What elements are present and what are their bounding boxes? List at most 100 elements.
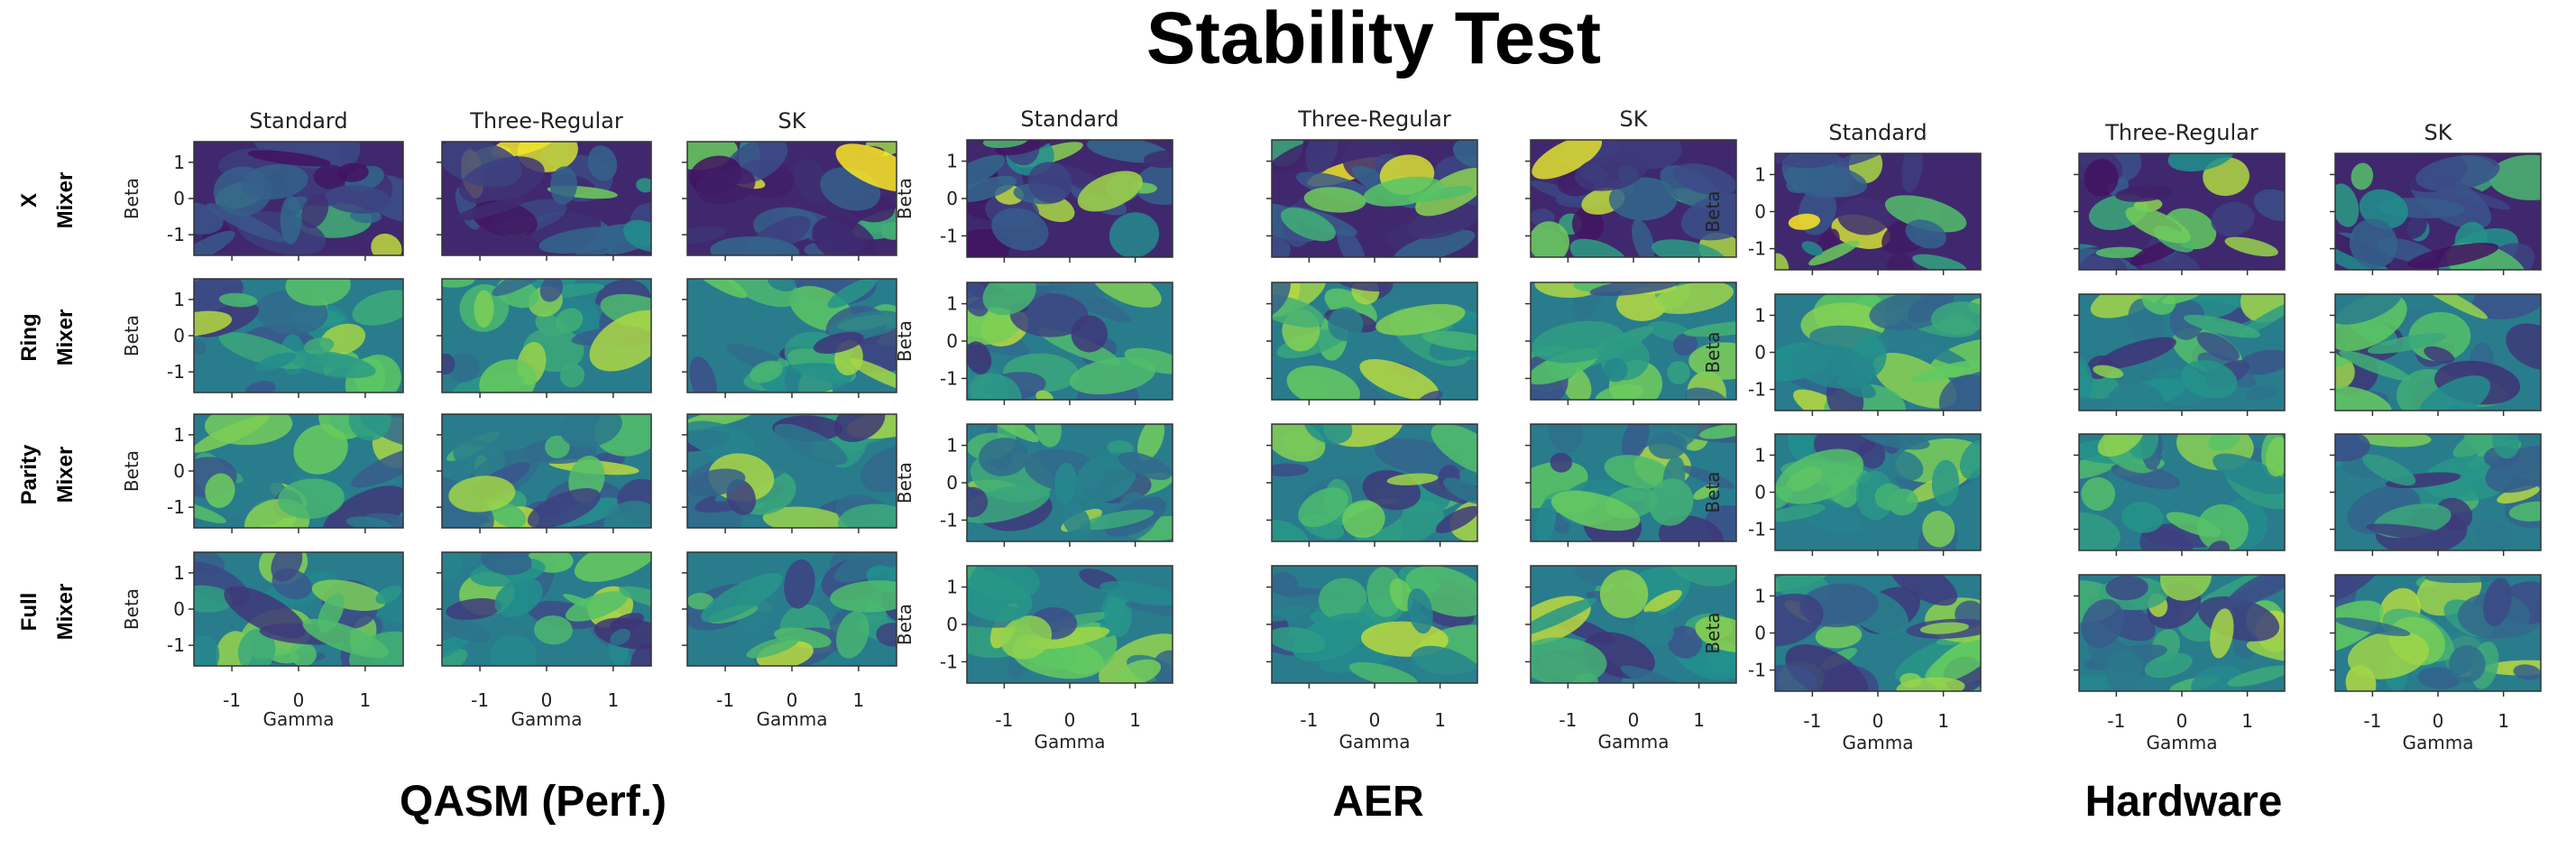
contour-blob [848, 357, 897, 393]
contour-blob [1775, 593, 1824, 647]
contour-blob [1452, 140, 1477, 169]
contour-blob [1648, 478, 1694, 526]
x-tick-label: 1 [1693, 709, 1705, 731]
y-tick-label: 0 [1754, 623, 1766, 644]
contour-blob [991, 208, 1049, 251]
contour-blob [1608, 177, 1678, 221]
contour-blob [1667, 625, 1703, 659]
y-tick-label: 0 [1754, 482, 1766, 504]
contour-blob [2424, 575, 2514, 584]
contour-blob [1622, 424, 1650, 461]
contour-blob [2097, 434, 2144, 457]
contour-blob [1535, 498, 1557, 541]
column-header: Three-Regular [2104, 120, 2259, 145]
y-tick-label: 0 [1754, 342, 1766, 364]
contour-blob [490, 502, 527, 528]
contour-blob [1698, 232, 1736, 257]
y-tick-label: 0 [173, 460, 185, 482]
contour-blob [1035, 390, 1053, 400]
contour-blob [710, 236, 800, 255]
y-axis-label: Beta [1702, 612, 1724, 653]
contour-blob [1681, 466, 1735, 489]
contour-blob [2452, 434, 2521, 458]
contour-blob [1930, 301, 1981, 335]
contour-blob [277, 478, 345, 519]
contour-blob [1791, 344, 1876, 389]
contour-blob [687, 420, 756, 457]
contour-blob [1589, 282, 1682, 297]
contour-blob [194, 202, 224, 235]
contour-blob [967, 175, 1017, 203]
column-header: Standard [1020, 106, 1118, 132]
contour-blob [2191, 665, 2245, 691]
contour-blob [967, 486, 989, 518]
contour-blob [2211, 201, 2255, 237]
contour-blob [1091, 282, 1162, 308]
heatmap-panel [2330, 152, 2542, 275]
x-axis-label: Gamma [2403, 732, 2474, 753]
contour-blob [1035, 424, 1062, 448]
column-header: Standard [249, 108, 347, 134]
contour-blob [2227, 575, 2285, 606]
contour-blob [687, 593, 714, 610]
contour-blob [539, 279, 564, 302]
contour-blob [1107, 440, 1134, 457]
contour-blob [2125, 206, 2191, 244]
contour-blob [2416, 294, 2489, 319]
contour-blob [1889, 450, 1924, 481]
contour-blob [860, 445, 897, 493]
x-tick-label: -1 [2363, 710, 2381, 732]
column-header: Three-Regular [469, 108, 623, 134]
y-tick-label: -1 [1748, 519, 1766, 540]
contour-blob [2335, 183, 2360, 227]
contour-blob [2093, 365, 2124, 379]
contour-blob [1417, 391, 1443, 400]
contour-blob [2513, 664, 2541, 680]
contour-blob [2207, 540, 2230, 550]
contour-blob [1888, 575, 1958, 606]
contour-blob [194, 635, 220, 666]
contour-blob [2483, 577, 2512, 627]
contour-blob [2417, 375, 2491, 411]
contour-blob [1081, 509, 1155, 531]
contour-blob [1925, 639, 1981, 685]
contour-blob [1550, 490, 1641, 531]
contour-blob [1335, 282, 1391, 292]
contour-blob [838, 504, 897, 528]
contour-blob [1931, 459, 1960, 507]
contour-blob [1272, 520, 1310, 541]
contour-blob [813, 331, 864, 355]
heatmap-panel: -1 0 1 Gamma [1266, 565, 1478, 753]
contour-blob [194, 585, 234, 613]
contour-blob [1896, 677, 1965, 691]
heatmap-panel [1525, 282, 1737, 405]
contour-blob [371, 233, 402, 255]
contour-blob [1075, 452, 1136, 504]
row-label: Ring Mixer [17, 310, 78, 366]
heatmap-panel: 1 0 -1 Beta -1 0 1 Gamma [121, 551, 404, 730]
contour-blob [2407, 243, 2499, 269]
contour-blob [827, 279, 878, 309]
row-label-line2: Mixer [53, 310, 78, 366]
heatmap-panel: 1 0 -1 Beta [1702, 152, 1982, 275]
contour-blob [1099, 580, 1173, 606]
contour-blob [446, 597, 502, 621]
y-axis-label: Beta [1702, 471, 1724, 513]
contour-blob [812, 217, 877, 255]
y-tick-label: 0 [173, 598, 185, 620]
contour-blob [555, 308, 584, 333]
heatmap-panel [437, 278, 652, 398]
contour-blob [491, 634, 538, 666]
column-header: Three-Regular [1297, 106, 1451, 132]
contour-blob [1688, 342, 1736, 380]
contour-blob [2167, 153, 2235, 172]
contour-blob [1407, 199, 1477, 239]
contour-blob [2449, 645, 2486, 683]
contour-blob [376, 598, 403, 623]
contour-blob [622, 219, 651, 252]
heatmap-panel: 1 0 -1 Beta -1 0 1 Gamma [1702, 574, 1982, 753]
x-tick-label: -1 [1559, 709, 1577, 731]
contour-blob [1394, 229, 1476, 257]
contour-blob [767, 279, 796, 291]
y-tick-label: 1 [173, 424, 185, 446]
